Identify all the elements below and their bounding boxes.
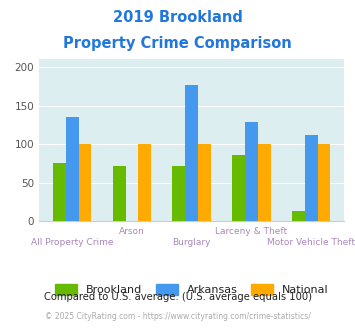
- Bar: [53, 163, 66, 221]
- Bar: [138, 144, 151, 221]
- Text: All Property Crime: All Property Crime: [31, 238, 113, 247]
- Bar: [318, 144, 331, 221]
- Bar: [66, 117, 78, 221]
- Bar: [292, 211, 305, 221]
- Text: © 2025 CityRating.com - https://www.cityrating.com/crime-statistics/: © 2025 CityRating.com - https://www.city…: [45, 312, 310, 321]
- Bar: [258, 144, 271, 221]
- Bar: [198, 144, 211, 221]
- Bar: [232, 155, 245, 221]
- Legend: Brookland, Arkansas, National: Brookland, Arkansas, National: [50, 279, 333, 300]
- Bar: [78, 144, 91, 221]
- Bar: [173, 166, 185, 221]
- Text: Burglary: Burglary: [173, 238, 211, 247]
- Text: Property Crime Comparison: Property Crime Comparison: [63, 36, 292, 51]
- Text: Compared to U.S. average. (U.S. average equals 100): Compared to U.S. average. (U.S. average …: [44, 292, 311, 302]
- Bar: [245, 122, 258, 221]
- Text: Motor Vehicle Theft: Motor Vehicle Theft: [267, 238, 355, 247]
- Text: Larceny & Theft: Larceny & Theft: [215, 227, 288, 236]
- Bar: [113, 166, 126, 221]
- Text: Arson: Arson: [119, 227, 145, 236]
- Text: 2019 Brookland: 2019 Brookland: [113, 10, 242, 25]
- Bar: [305, 135, 318, 221]
- Bar: [185, 85, 198, 221]
